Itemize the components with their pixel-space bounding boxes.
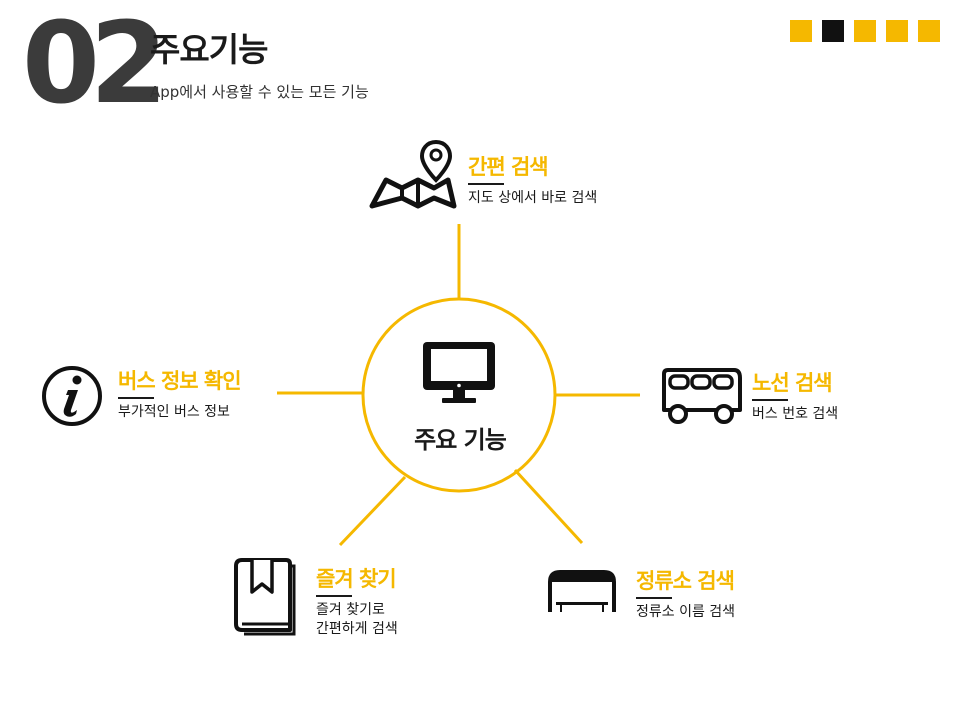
section-number: 02 — [22, 0, 168, 129]
bus-stop-icon — [548, 570, 616, 612]
deco-square — [918, 20, 940, 42]
feature-title: 버스 정보 확인 — [118, 369, 242, 393]
feature-description: 버스 번호 검색 — [752, 406, 839, 422]
feature-title: 노선 검색 — [752, 371, 833, 395]
bookmark-icon — [234, 558, 296, 636]
title-underline — [118, 397, 154, 399]
feature-favorites: 즐겨 찾기 즐겨 찾기로 간편하게 검색 — [316, 566, 398, 639]
feature-bus-info: 버스 정보 확인 부가적인 버스 정보 — [118, 368, 242, 422]
map-pin-icon — [369, 140, 457, 209]
feature-map-search: 간편 검색 지도 상에서 바로 검색 — [468, 154, 597, 208]
connector-bottom-left — [338, 475, 407, 547]
page-subtitle: App에서 사용할 수 있는 모든 기능 — [150, 83, 369, 101]
bus-icon — [662, 368, 742, 424]
feature-title: 즐겨 찾기 — [316, 567, 397, 591]
page-title: 주요기능 — [150, 30, 268, 69]
feature-description: 지도 상에서 바로 검색 — [468, 190, 598, 206]
feature-description: 간편하게 검색 — [316, 621, 398, 637]
center-label: 주요 기능 — [414, 426, 507, 454]
deco-square — [822, 20, 844, 42]
title-underline — [468, 183, 504, 185]
deco-square — [790, 20, 812, 42]
center-circle — [361, 297, 557, 493]
feature-title: 정류소 검색 — [636, 569, 735, 593]
feature-route-search: 노선 검색 버스 번호 검색 — [752, 370, 838, 424]
title-underline — [636, 597, 672, 599]
monitor-icon — [423, 342, 495, 403]
feature-stop-search: 정류소 검색 정류소 이름 검색 — [636, 568, 735, 622]
feature-description: 즐겨 찾기로 — [316, 602, 385, 618]
title-underline — [752, 399, 788, 401]
feature-description: 정류소 이름 검색 — [636, 604, 736, 620]
title-underline — [316, 595, 352, 597]
connector-bottom-right — [513, 468, 584, 545]
feature-description: 부가적인 버스 정보 — [118, 404, 230, 420]
feature-title: 간편 검색 — [468, 155, 549, 179]
info-icon — [42, 366, 102, 426]
deco-square — [886, 20, 908, 42]
deco-square — [854, 20, 876, 42]
